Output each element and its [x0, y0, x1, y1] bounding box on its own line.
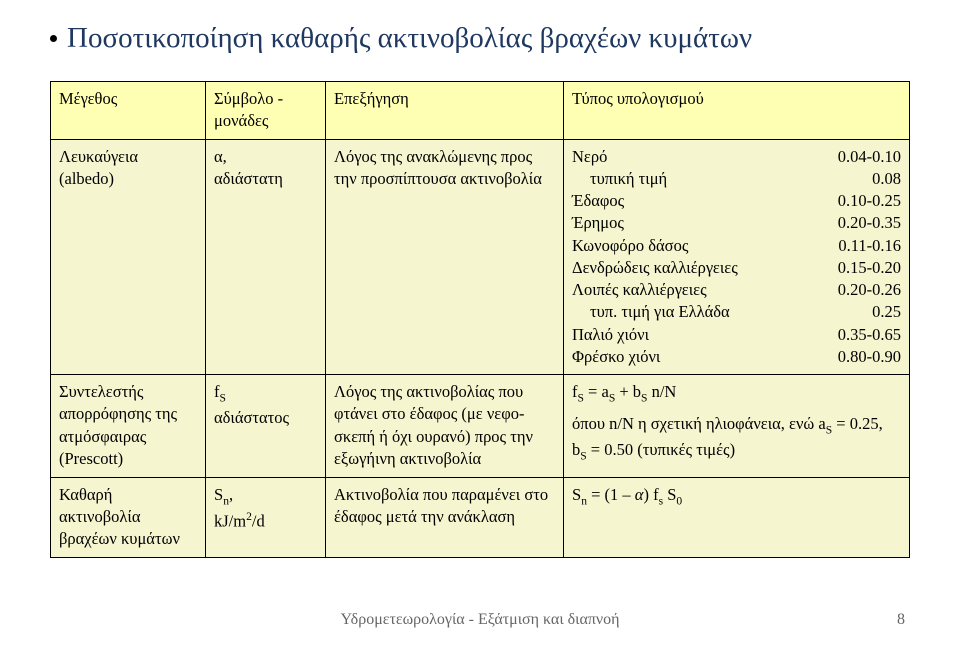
header-symbolo: Σύμβολο - μονάδες: [206, 82, 326, 140]
albedo-value-row: τυπική τιμή 0.08: [572, 168, 901, 190]
albedo-range: 0.35-0.65: [830, 324, 901, 346]
cell-albedo-sym: α,αδιάστατη: [206, 139, 326, 375]
cell-albedo-values: Νερό 0.04-0.10 τυπική τιμή 0.08 Έδαφος 0.10-0…: [564, 139, 910, 375]
header-megethos: Μέγεθος: [51, 82, 206, 140]
cell-prescott-sym: fSαδιάστατος: [206, 375, 326, 478]
albedo-label: Λοιπές καλλιέργειες: [572, 279, 707, 301]
albedo-value-row: Λοιπές καλλιέργειες 0.20-0.26: [572, 279, 901, 301]
albedo-value-row: τυπ. τιμή για Ελλάδα 0.25: [572, 301, 901, 323]
cell-sn-sym: Sn,kJ/m2/d: [206, 477, 326, 557]
footer-text: Υδρομετεωρολογία - Εξάτμιση και διαπνοή: [0, 611, 960, 629]
albedo-range: 0.04-0.10: [830, 146, 901, 168]
albedo-label: Νερό: [572, 146, 607, 168]
cell-prescott-formula: fS = aS + bS n/Nόπου n/N η σχετική ηλιοφ…: [564, 375, 910, 478]
main-table: Μέγεθος Σύμβολο - μονάδες Επεξήγηση Τύπο…: [50, 81, 910, 558]
cell-prescott-name: Συντελεστής απορρόφησης της ατμόσφαιρας …: [51, 375, 206, 478]
albedo-label: Έρημος: [572, 212, 624, 234]
cell-sn-name: Καθαρή ακτινοβολία βραχέων κυμάτων: [51, 477, 206, 557]
slide-title: Ποσοτικοποίηση καθαρής ακτινοβολίας βραχ…: [50, 22, 910, 55]
albedo-label: τυπ. τιμή για Ελλάδα: [572, 301, 730, 323]
albedo-label: Δενδρώδεις καλλιέργειες: [572, 257, 738, 279]
table-row: Καθαρή ακτινοβολία βραχέων κυμάτων Sn,kJ…: [51, 477, 910, 557]
albedo-value-row: Δενδρώδεις καλλιέργειες 0.15-0.20: [572, 257, 901, 279]
bullet-icon: [50, 35, 57, 42]
albedo-range: 0.08: [864, 168, 901, 190]
albedo-value-row: Έδαφος 0.10-0.25: [572, 190, 901, 212]
albedo-label: τυπική τιμή: [572, 168, 667, 190]
table-header-row: Μέγεθος Σύμβολο - μονάδες Επεξήγηση Τύπο…: [51, 82, 910, 140]
albedo-range: 0.20-0.35: [830, 212, 901, 234]
table-row: Λευκαύγεια (albedo) α,αδιάστατη Λόγος τη…: [51, 139, 910, 375]
header-epexigisi: Επεξήγηση: [326, 82, 564, 140]
albedo-label: Φρέσκο χιόνι: [572, 346, 660, 368]
albedo-range: 0.15-0.20: [830, 257, 901, 279]
page-number: 8: [897, 611, 905, 629]
cell-sn-desc: Ακτινοβολία που παραμένει στο έδαφος μετ…: [326, 477, 564, 557]
slide-page: Ποσοτικοποίηση καθαρής ακτινοβολίας βραχ…: [0, 0, 960, 651]
albedo-value-row: Φρέσκο χιόνι 0.80-0.90: [572, 346, 901, 368]
title-text: Ποσοτικοποίηση καθαρής ακτινοβολίας βραχ…: [67, 22, 752, 54]
cell-sn-formula: Sn = (1 – α) fs S0: [564, 477, 910, 557]
albedo-range: 0.80-0.90: [830, 346, 901, 368]
albedo-value-row: Κωνοφόρο δάσος 0.11-0.16: [572, 235, 901, 257]
albedo-value-list: Νερό 0.04-0.10 τυπική τιμή 0.08 Έδαφος 0.10-0…: [572, 146, 901, 369]
cell-prescott-desc: Λόγος της ακτινοβολίας που φτάνει στο έδ…: [326, 375, 564, 478]
albedo-range: 0.11-0.16: [830, 235, 901, 257]
albedo-range: 0.20-0.26: [830, 279, 901, 301]
table-row: Συντελεστής απορρόφησης της ατμόσφαιρας …: [51, 375, 910, 478]
albedo-range: 0.25: [864, 301, 901, 323]
albedo-value-row: Έρημος 0.20-0.35: [572, 212, 901, 234]
cell-albedo-desc: Λόγος της ανακλώμενης προς την προσπίπτο…: [326, 139, 564, 375]
albedo-value-row: Παλιό χιόνι 0.35-0.65: [572, 324, 901, 346]
albedo-value-row: Νερό 0.04-0.10: [572, 146, 901, 168]
albedo-label: Παλιό χιόνι: [572, 324, 649, 346]
header-typos: Τύπος υπολογισμού: [564, 82, 910, 140]
albedo-label: Κωνοφόρο δάσος: [572, 235, 688, 257]
cell-albedo-name: Λευκαύγεια (albedo): [51, 139, 206, 375]
albedo-label: Έδαφος: [572, 190, 624, 212]
albedo-range: 0.10-0.25: [830, 190, 901, 212]
